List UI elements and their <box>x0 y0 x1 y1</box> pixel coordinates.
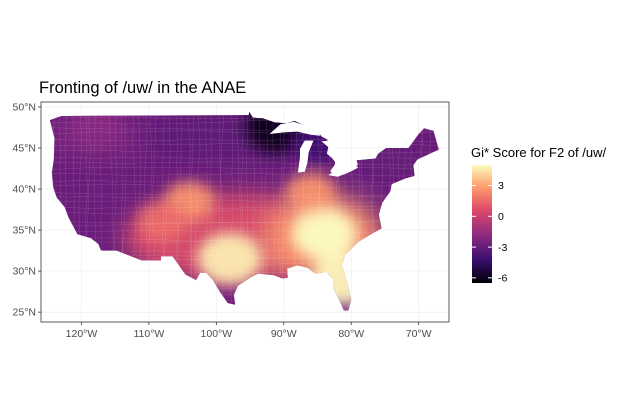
legend-tick-label: -6 <box>498 273 507 285</box>
y-axis: 25°N 30°N 35°N 40°N 45°N 50°N <box>13 101 41 319</box>
x-tick-label: 100°W <box>201 328 233 340</box>
y-tick-label: 40°N <box>13 184 36 196</box>
panel-border <box>40 101 450 323</box>
hotspot <box>285 173 336 214</box>
legend-tick-label: 0 <box>498 211 504 223</box>
y-tick-label: 35°N <box>13 225 36 237</box>
lake-erie <box>328 165 358 177</box>
y-tick-label: 30°N <box>13 266 36 278</box>
y-tick-label: 45°N <box>13 142 36 154</box>
lake-huron <box>321 140 336 163</box>
legend-tick-label: 3 <box>498 180 504 192</box>
chart-title: Fronting of /uw/ in the ANAE <box>39 79 246 97</box>
x-tick-label: 90°W <box>271 328 297 340</box>
legend-title: Gi* Score for F2 of /uw/ <box>471 145 606 160</box>
coldspot <box>69 111 120 148</box>
legend-colorbar <box>472 165 492 283</box>
lake-superior <box>269 121 321 136</box>
x-tick-label: 120°W <box>66 328 98 340</box>
map-panel: 120°W 110°W 100°W 90°W 80°W 70°W 25°N 30°N 35°N… <box>13 101 450 340</box>
hotspot <box>197 232 263 285</box>
lake-michigan <box>297 140 314 173</box>
x-tick-label: 110°W <box>133 328 164 340</box>
legend-tick-label: -3 <box>498 242 507 254</box>
y-tick-label: 25°N <box>13 307 36 319</box>
hotspot <box>291 208 357 261</box>
x-tick-label: 70°W <box>406 328 432 340</box>
x-axis: 120°W 110°W 100°W 90°W 80°W 70°W <box>66 322 432 340</box>
legend: Gi* Score for F2 of /uw/ 3 0 -3 -6 <box>471 145 606 285</box>
x-tick-label: 80°W <box>338 328 364 340</box>
y-tick-label: 50°N <box>13 101 36 113</box>
legend-ticks: 3 0 -3 -6 <box>472 180 507 285</box>
hotspot <box>137 201 188 242</box>
